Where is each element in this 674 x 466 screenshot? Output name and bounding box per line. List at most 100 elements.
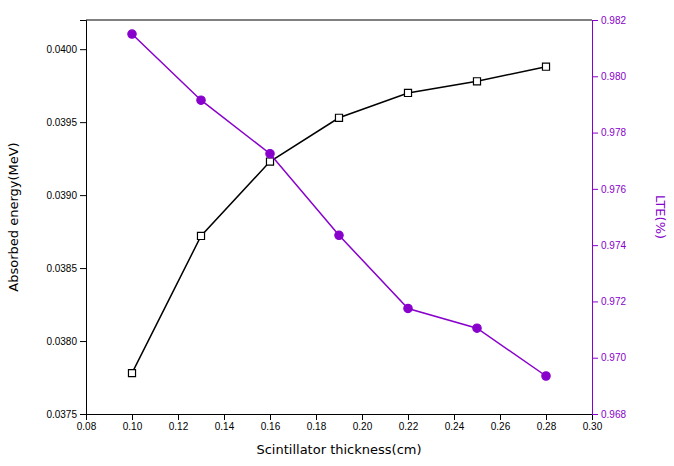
x-axis-tick: 0.10 [123,414,143,432]
y-axis-tick-mark [80,49,86,50]
series-point [197,232,204,239]
x-axis-tick-label: 0.30 [583,421,603,432]
y-axis-tick: 0.0390 [46,190,86,201]
y-axis-tick-mark [80,195,86,196]
y2-axis-tick-mark [592,20,598,21]
x-axis-tick: 0.12 [169,414,189,432]
series-point [542,63,549,70]
x-axis-tick-mark [270,414,271,420]
y2-axis-tick: 0.970 [592,352,626,363]
x-axis-tick-mark [178,414,179,420]
y2-axis-tick-mark [592,76,598,77]
x-axis-tick-label: 0.18 [307,421,327,432]
y2-axis-tick-label: 0.980 [601,71,626,82]
x-axis-tick: 0.26 [491,414,511,432]
x-axis-tick-label: 0.22 [399,421,419,432]
y2-axis-tick-label: 0.974 [601,240,626,251]
y2-axis-tick: 0.978 [592,127,626,138]
y-axis: 0.0375 0.0380 0.0385 0.0390 0.0395 0.0400 [46,21,86,420]
series [128,63,549,377]
x-axis-tick: 0.22 [399,414,419,432]
x-axis-tick: 0.16 [261,414,281,432]
y2-axis-tick-label: 0.976 [601,184,626,195]
y-axis-tick-label: 0.0400 [46,44,77,55]
y-axis-title: Absorbed energy(MeV) [6,142,21,291]
plot-frame [86,20,592,21]
series-point [128,370,135,377]
y2-axis-tick: 0.974 [592,240,626,251]
series-line [132,34,546,376]
y-axis-tick-label: 0.0390 [46,190,77,201]
y-axis-line [80,21,87,415]
series-point [542,372,550,380]
y2-axis-tick: 0.972 [592,296,626,307]
series-point [404,304,412,312]
x-axis-tick-mark [362,414,363,420]
x-axis-tick-mark [546,414,547,420]
x-axis-tick-label: 0.08 [77,421,97,432]
marks [128,30,550,380]
y-axis-tick: 0.0400 [46,44,86,55]
y2-axis-tick-mark [592,133,598,134]
y2-axis-title: LTE(%) [653,195,668,239]
x-axis: 0.08 0.10 0.12 0.14 0.16 0.18 0.20 0.22 0.24 0.26… [77,414,603,432]
y2-axis-tick: 0.976 [592,184,626,195]
x-axis-tick: 0.28 [537,414,557,432]
series-point [197,96,205,104]
y-axis-tick: 0.0385 [46,263,86,274]
y2-axis-tick-mark [592,189,598,190]
y-axis-tick-mark [80,122,86,123]
y-axis-tick: 0.0380 [46,336,86,347]
x-axis-tick-mark [408,414,409,420]
y2-axis-tick-label: 0.972 [601,296,626,307]
y2-axis-tick: 0.982 [592,15,626,26]
x-axis-tick: 0.20 [353,414,373,432]
y2-axis-tick-mark [592,414,598,415]
series-point [473,324,481,332]
series-point [266,149,274,157]
series-point [335,114,342,121]
y2-axis-tick-label: 0.968 [601,409,626,420]
x-axis-tick: 0.30 [583,414,603,432]
x-axis-tick-mark [132,414,133,420]
y-axis-tick: 0.0395 [46,117,86,128]
y2-axis-tick-label: 0.982 [601,15,626,26]
x-axis-tick-label: 0.16 [261,421,281,432]
series-point [128,30,136,38]
series [128,30,550,380]
y2-axis-tick-mark [592,245,598,246]
y2-axis-line [593,21,599,415]
y2-axis-tick: 0.968 [592,409,626,420]
y-axis-tick-label: 0.0380 [46,336,77,347]
x-axis-tick-label: 0.14 [215,421,235,432]
x-axis-tick-label: 0.26 [491,421,511,432]
y2-axis-tick-label: 0.978 [601,127,626,138]
x-axis-tick: 0.24 [445,414,465,432]
y-axis-tick-mark [80,341,86,342]
x-axis-tick-mark [224,414,225,420]
x-axis-tick: 0.18 [307,414,327,432]
y-axis-tick-label: 0.0375 [46,409,77,420]
series-point [266,158,273,165]
chart: 0.08 0.10 0.12 0.14 0.16 0.18 0.20 0.22 0.24 0.26… [0,0,674,466]
y-axis-tick: 0.0375 [46,409,86,420]
y2-axis-tick: 0.980 [592,71,626,82]
series-point [473,78,480,85]
y-axis-tick-label: 0.0395 [46,117,77,128]
x-axis-tick: 0.14 [215,414,235,432]
y2-axis-tick-label: 0.970 [601,352,626,363]
x-axis-tick-mark [454,414,455,420]
x-axis-tick-label: 0.24 [445,421,465,432]
x-axis-tick-mark [500,414,501,420]
y-axis-tick-label: 0.0385 [46,263,77,274]
x-axis-tick-label: 0.10 [123,421,143,432]
x-axis-tick-label: 0.20 [353,421,373,432]
x-axis-tick: 0.08 [77,414,97,432]
series-point [335,231,343,239]
y2-axis-tick-mark [592,358,598,359]
x-axis-line [87,415,593,421]
y2-axis-tick-mark [592,301,598,302]
x-axis-title: Scintillator thickness(cm) [256,442,421,457]
y2-axis: 0.968 0.970 0.972 0.974 0.976 0.978 0.980 0.982 [592,15,626,420]
x-axis-tick-mark [316,414,317,420]
